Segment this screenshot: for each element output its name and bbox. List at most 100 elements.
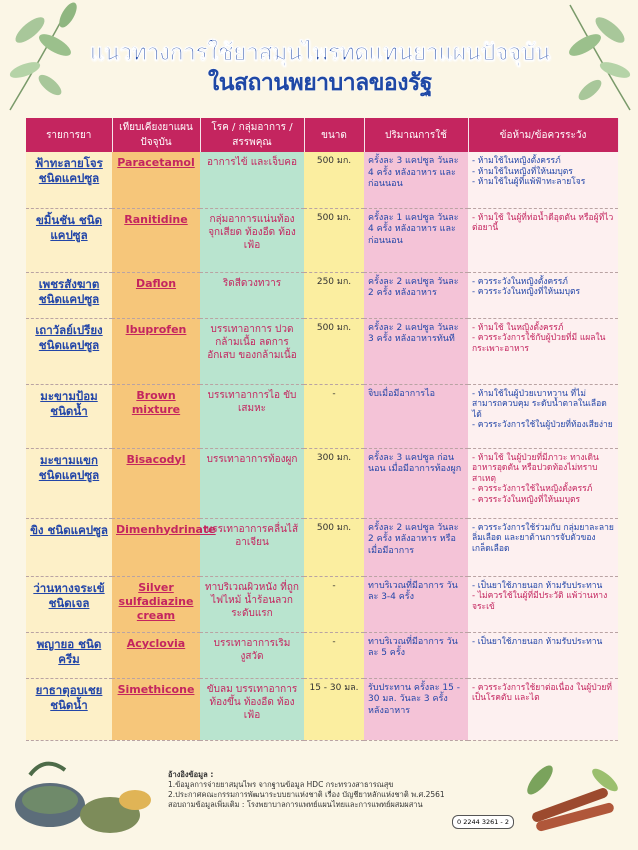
caution-item: - ควรระวังการใช้กับผู้ป่วยที่มี แผลในกระ…: [472, 333, 606, 354]
usage: ทาบริเวณที่มีอาการ วันละ 5 ครั้ง: [364, 632, 468, 679]
cautions: - ห้ามใช้ ในหญิงตั้งครรภ์ - ควรระวังการใช…: [468, 318, 618, 385]
cautions: - ห้ามใช้ ในผู้ป่วยที่มีภาวะ ทางเดินอาหา…: [468, 448, 618, 519]
dose: 500 มก.: [304, 208, 364, 273]
modern-drug: Paracetamol: [112, 152, 200, 209]
herb-mortar-decoration: [15, 761, 151, 833]
caution-item: - ห้ามใช้ ในผู้ที่ท่อน้ำดีอุดตัน หรือผู้…: [472, 212, 614, 234]
cautions: - ควรระวังการใช้ยาต่อเนื่อง ในผู้ป่วยที่…: [468, 678, 618, 741]
usage: ครั้งละ 2 แคปซูล วันละ 3 ครั้ง หลังอาหาร…: [364, 318, 468, 385]
footer-references: อ้างอิงข้อมูล : 1.ข้อมูลการจ่ายยาสมุนไพร…: [168, 770, 528, 810]
herbal-drug-table: รายการยา เทียบเคียงยาแผนปัจจุบัน โรค / ก…: [26, 118, 619, 741]
indication: บรรเทาอาการ ปวดกล้ามเนื้อ ลดการอักเสบ ขอ…: [200, 318, 304, 385]
caution-item: - ควรระวังในหญิงที่ให้นมบุตร: [472, 494, 581, 505]
header-cautions: ข้อห้าม/ข้อควรระวัง: [468, 118, 619, 152]
dose: 500 มก.: [304, 152, 364, 209]
indication: กลุ่มอาการแน่นท้อง จุกเสียด ท้องอืด ท้อง…: [200, 208, 304, 273]
caution-item: - ไม่ควรใช้ในผู้ที่มีประวัติ แพ้ว่านหางจ…: [472, 591, 608, 612]
modern-drug: Bisacodyl: [112, 448, 200, 519]
table-row: เถาวัลย์เปรียง ชนิดแคปซูล Ibuprofen บรรเทา…: [26, 318, 618, 385]
usage: รับประทาน ครั้งละ 15 - 30 มล. วันละ 3 คร…: [364, 678, 468, 741]
header-modern: เทียบเคียงยาแผนปัจจุบัน: [112, 118, 201, 152]
table-row: มะขามแขก ชนิดแคปซูล Bisacodyl บรรเทาอาการท…: [26, 448, 618, 519]
title-line-1: แนวทางการใช้ยาสมุนไพรทดแทนยาแผนปัจจุบัน: [89, 40, 551, 66]
table-row: เพชรสังฆาต ชนิดแคปซูล Daflon ริดสีดวงทวาร 2…: [26, 272, 618, 319]
header-herb: รายการยา: [26, 118, 113, 152]
usage: ครั้งละ 2 แคปซูล วันละ 2 ครั้ง หลังอาหาร…: [364, 518, 468, 577]
cautions: - ห้ามใช้ ในผู้ที่ท่อน้ำดีอุดตัน หรือผู้…: [468, 208, 618, 273]
table-row: ยาธาตุอบเชย ชนิดน้ำ Simethicone ขับลม บรรเ…: [26, 678, 618, 741]
cautions: - เป็นยาใช้ภายนอก ห้ามรับประทาน - ไม่ควรใ…: [468, 576, 618, 633]
dose: 500 มก.: [304, 318, 364, 385]
cautions: - ควรระวังในหญิงตั้งครรภ์ - ควรระวังในหญิ…: [468, 272, 618, 319]
usage: จิบเมื่อมีอาการไอ: [364, 384, 468, 449]
table-row: ขิง ชนิดแคปซูล Dimenhydrinate บรรเทาอาการค…: [26, 518, 618, 577]
dose: -: [304, 384, 364, 449]
herb-name: พญายอ ชนิดครีม: [26, 632, 112, 679]
header-usage: ปริมาณการใช้: [364, 118, 469, 152]
modern-drug: Brown mixture: [112, 384, 200, 449]
herb-name: ขมิ้นชัน ชนิดแคปซูล: [26, 208, 112, 273]
caution-item: - ห้ามใช้ในหญิงที่ให้นมบุตร: [472, 166, 573, 177]
usage: ครั้งละ 3 แคปซูล วันละ 4 ครั้ง หลังอาหาร…: [364, 152, 468, 209]
herb-name: ฟ้าทะลายโจร ชนิดแคปซูล: [26, 152, 112, 209]
indication: ทาบริเวณผิวหนัง ที่ถูกไฟไหม้ น้ำร้อนลวก …: [200, 576, 304, 633]
caution-item: - ควรระวังการใช้ร่วมกับ กลุ่มยาละลายลิ่ม…: [472, 522, 614, 554]
usage: ครั้งละ 3 แคปซูล ก่อนนอน เมื่อมีอาการท้อ…: [364, 448, 468, 519]
usage: ทาบริเวณที่มีอาการ วันละ 3-4 ครั้ง: [364, 576, 468, 633]
footer-ref-title: อ้างอิงข้อมูล :: [168, 770, 214, 779]
dose: 500 มก.: [304, 518, 364, 577]
indication: ริดสีดวงทวาร: [200, 272, 304, 319]
table-row: มะขามป้อม ชนิดน้ำ Brown mixture บรรเทาอากา…: [26, 384, 618, 449]
dose: 15 - 30 มล.: [304, 678, 364, 741]
caution-item: - ควรระวังในหญิงตั้งครรภ์: [472, 276, 568, 287]
modern-drug: Ranitidine: [112, 208, 200, 273]
table-row: ฟ้าทะลายโจร ชนิดแคปซูล Paracetamol อาการไข…: [26, 152, 618, 209]
modern-drug: Simethicone: [112, 678, 200, 741]
cautions: - เป็นยาใช้ภายนอก ห้ามรับประทาน: [468, 632, 618, 679]
modern-drug: Silver sulfadiazine cream: [112, 576, 200, 633]
herb-name: ยาธาตุอบเชย ชนิดน้ำ: [26, 678, 112, 741]
table-row: ว่านหางจระเข้ ชนิดเจล Silver sulfadiazine…: [26, 576, 618, 633]
cinnamon-decoration: [527, 765, 618, 832]
modern-drug: Ibuprofen: [112, 318, 200, 385]
caution-item: - ห้ามใช้ ในหญิงตั้งครรภ์: [472, 322, 564, 333]
indication: บรรเทาอาการท้องผูก: [200, 448, 304, 519]
caution-item: - ห้ามใช้ในผู้ที่แพ้ฟ้าทะลายโจร: [472, 177, 586, 187]
table-body: ฟ้าทะลายโจร ชนิดแคปซูล Paracetamol อาการไข…: [26, 152, 618, 741]
indication: อาการไข้ และเจ็บคอ: [200, 152, 304, 209]
table-row: พญายอ ชนิดครีม Acyclovia บรรเทาอาการเริม ง…: [26, 632, 618, 679]
header-dose: ขนาด: [304, 118, 365, 152]
caution-item: - เป็นยาใช้ภายนอก ห้ามรับประทาน: [472, 580, 603, 591]
caution-item: - เป็นยาใช้ภายนอก ห้ามรับประทาน: [472, 636, 603, 647]
herb-name: เพชรสังฆาต ชนิดแคปซูล: [26, 272, 112, 319]
caution-item: - ควรระวังการใช้ในผู้ป่วยที่ท้องเสียง่าย: [472, 420, 613, 430]
modern-drug: Dimenhydrinate: [112, 518, 216, 577]
dose: -: [304, 576, 364, 633]
leaf-decoration-top-left: [9, 2, 77, 111]
usage: ครั้งละ 1 แคปซูล วันละ 4 ครั้ง หลังอาหาร…: [364, 208, 468, 273]
indication: ขับลม บรรเทาอาการท้องขึ้น ท้องอืด ท้องเฟ…: [200, 678, 304, 741]
table-row: ขมิ้นชัน ชนิดแคปซูล Ranitidine กลุ่มอาการแ…: [26, 208, 618, 273]
footer-ref-1: 1.ข้อมูลการจ่ายยาสมุนไพร จากฐานข้อมูล HD…: [168, 780, 394, 789]
cautions: - ห้ามใช้ในหญิงตั้งครรภ์ - ห้ามใช้ในหญิงท…: [468, 152, 618, 209]
header-indication: โรค / กลุ่มอาการ / สรรพคุณ: [200, 118, 305, 152]
herb-name: มะขามป้อม ชนิดน้ำ: [26, 384, 112, 449]
herb-name: ว่านหางจระเข้ ชนิดเจล: [26, 576, 112, 633]
cautions: - ห้ามใช้ในผู้ป่วยเบาหวาน ที่ไม่สามารถคว…: [468, 384, 618, 449]
footer-contact: สอบถามข้อมูลเพิ่มเติม : โรงพยาบาลการแพทย…: [168, 800, 423, 809]
herb-name: ขิง ชนิดแคปซูล: [26, 518, 112, 577]
table-header-row: รายการยา เทียบเคียงยาแผนปัจจุบัน โรค / ก…: [26, 118, 619, 152]
title-line-2: ในสถานพยาบาลของรัฐ: [207, 70, 433, 96]
poster-title: แนวทางการใช้ยาสมุนไพรทดแทนยาแผนปัจจุบัน …: [40, 38, 600, 98]
caution-item: - ห้ามใช้ในผู้ป่วยเบาหวาน ที่ไม่สามารถคว…: [472, 388, 607, 420]
caution-item: - ควรระวังการใช้ยาต่อเนื่อง ในผู้ป่วยที่…: [472, 682, 612, 704]
usage: ครั้งละ 2 แคปซูล วันละ 2 ครั้ง หลังอาหาร: [364, 272, 468, 319]
caution-item: - ควรระวังในหญิงที่ให้นมบุตร: [472, 287, 581, 297]
caution-item: - ห้ามใช้ ในผู้ป่วยที่มีภาวะ ทางเดินอาหา…: [472, 452, 599, 484]
footer-ref-2: 2.ประกาศคณะกรรมการพัฒนาระบบยาแห่งชาติ เร…: [168, 790, 445, 799]
footer-phone: 0 2244 3261 - 2: [452, 815, 514, 829]
herb-name: เถาวัลย์เปรียง ชนิดแคปซูล: [26, 318, 112, 385]
indication: บรรเทาอาการไอ ขับเสมหะ: [200, 384, 304, 449]
modern-drug: Daflon: [112, 272, 200, 319]
